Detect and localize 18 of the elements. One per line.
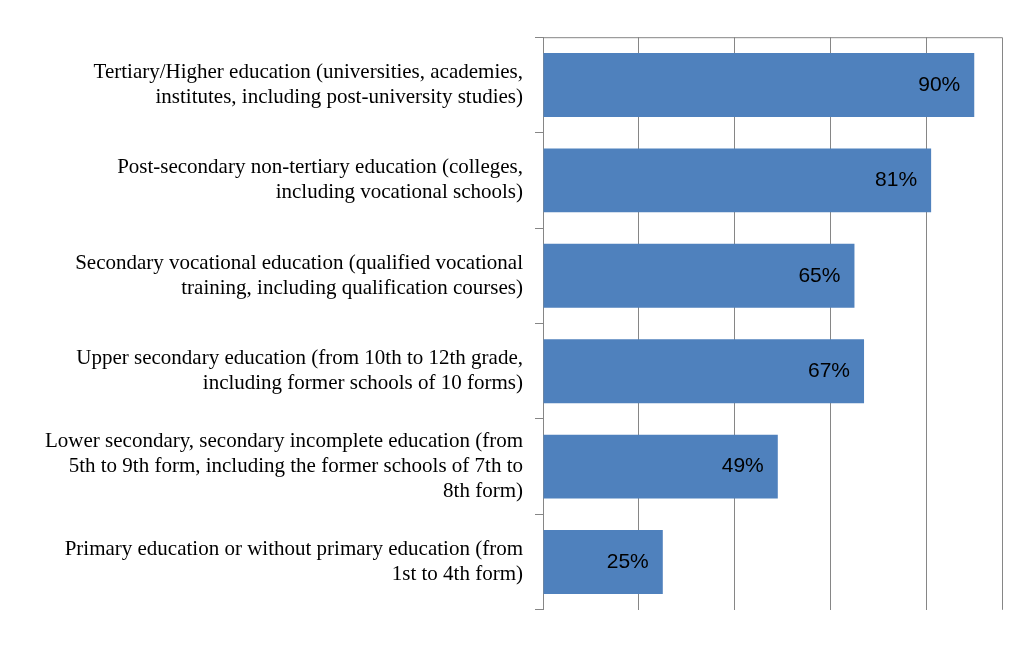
data-label: 81% bbox=[875, 167, 918, 191]
data-label: 25% bbox=[606, 548, 649, 572]
data-label: 65% bbox=[798, 262, 841, 286]
y-tick-label: Lower secondary, secondary incomplete education (from 5th to 9th form, including the former schools of 7th to 8th form) bbox=[45, 427, 523, 503]
bar bbox=[543, 243, 855, 308]
bar bbox=[543, 148, 932, 213]
bar bbox=[543, 530, 663, 595]
data-label: 67% bbox=[808, 358, 851, 382]
y-tick-label: Upper secondary education (from 10th to 12th grade, including former schools of 10 forms) bbox=[76, 345, 523, 395]
bar bbox=[543, 339, 865, 404]
y-tick-label: Primary education or without primary education (from 1st to 4th form) bbox=[64, 536, 523, 586]
y-tick-label: Post-secondary non-tertiary education (colleges, including vocational schools) bbox=[117, 154, 523, 204]
bar bbox=[543, 434, 778, 499]
y-tick-label: Secondary vocational education (qualified vocational training, including qualification courses) bbox=[75, 249, 524, 299]
data-label: 49% bbox=[721, 453, 764, 477]
bar bbox=[543, 52, 975, 117]
y-tick-label: Tertiary/Higher education (universities, academies, institutes, including post-university studies) bbox=[93, 58, 523, 109]
data-label: 90% bbox=[918, 71, 961, 95]
